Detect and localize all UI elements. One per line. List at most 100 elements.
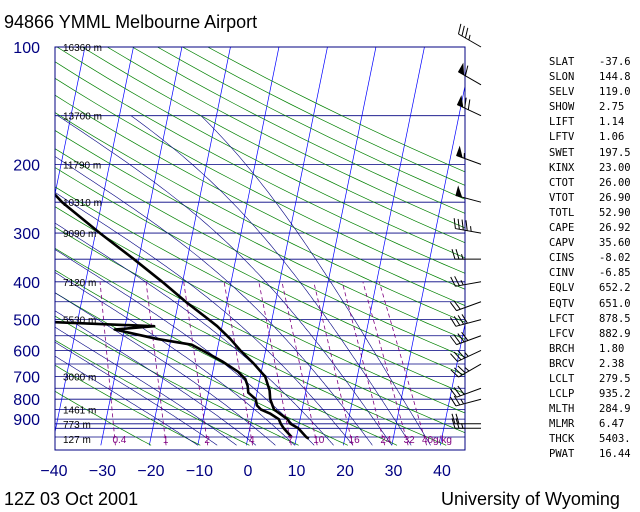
index-value: 1.06 bbox=[599, 131, 625, 144]
index-name: SLON bbox=[549, 71, 575, 84]
wind-barb bbox=[451, 249, 481, 260]
mixing-ratio-label: 16 bbox=[349, 435, 361, 446]
index-row: VTOT 26.90 bbox=[549, 191, 640, 206]
dry-adiabat bbox=[55, 339, 250, 446]
wind-barb bbox=[450, 349, 482, 362]
index-value: 2.75 bbox=[599, 101, 625, 114]
index-value: 279.5 bbox=[599, 372, 631, 385]
wind-barb bbox=[457, 62, 482, 86]
index-value: -8.02 bbox=[599, 252, 631, 265]
isotherm-line bbox=[439, 322, 465, 446]
index-row: CAPE 26.92 bbox=[549, 221, 640, 236]
pressure-tick-label: 700 bbox=[13, 370, 40, 387]
dry-adiabat bbox=[55, 226, 465, 434]
index-value: 26.00 bbox=[599, 176, 631, 189]
index-name: SLAT bbox=[549, 56, 575, 68]
mixing-ratio-line bbox=[183, 281, 209, 446]
pressure-tick-label: 300 bbox=[13, 226, 40, 243]
data-source: University of Wyoming bbox=[441, 489, 620, 509]
mixing-ratio-label: 24 bbox=[380, 435, 392, 446]
profile-layer bbox=[55, 192, 310, 440]
index-row: SHOW 2.75 bbox=[549, 100, 640, 115]
index-value: 935.2 bbox=[599, 388, 631, 401]
isotherm-line bbox=[55, 47, 86, 196]
wind-barb bbox=[453, 218, 482, 234]
index-row: SLAT -37.6 bbox=[549, 55, 640, 70]
index-name: THCK bbox=[549, 433, 575, 446]
isotherm-line bbox=[55, 47, 134, 434]
pressure-tick-label: 600 bbox=[13, 343, 40, 360]
isotherm-line bbox=[342, 47, 425, 446]
index-row: SELV 119.0 bbox=[549, 85, 640, 100]
wind-barbs bbox=[449, 23, 482, 429]
observation-time: 12Z 03 Oct 2001 bbox=[4, 489, 139, 509]
temperature-tick-label: 0 bbox=[244, 463, 253, 480]
dry-adiabat bbox=[55, 94, 465, 306]
index-name: LFTV bbox=[549, 131, 575, 144]
index-row: CINS -8.02 bbox=[549, 251, 640, 266]
pressure-tick-label: 900 bbox=[13, 412, 40, 429]
wind-barb bbox=[456, 145, 482, 165]
temperature-tick-label: −40 bbox=[40, 463, 67, 480]
index-name: CINS bbox=[549, 252, 575, 265]
dry-adiabat bbox=[55, 61, 465, 274]
mixing-ratio-label: 7 bbox=[287, 435, 293, 446]
moist-adiabat bbox=[130, 115, 412, 446]
index-row: CAPV 35.60 bbox=[549, 236, 640, 251]
wind-barb bbox=[449, 395, 482, 407]
index-name: CINV bbox=[549, 267, 575, 280]
mixing-ratio-line bbox=[378, 281, 427, 446]
temperature-tick-label: −20 bbox=[137, 463, 164, 480]
moist-adiabat bbox=[55, 341, 218, 446]
index-name: KINX bbox=[549, 161, 575, 174]
index-row: SLON 144.8 bbox=[549, 70, 640, 85]
index-value: 197.5 bbox=[599, 146, 631, 159]
index-row: MLTH 284.9 bbox=[549, 402, 640, 417]
moist-adiabat bbox=[55, 326, 237, 446]
index-name: LCLP bbox=[549, 388, 575, 401]
mixing-ratio-label: 1 bbox=[163, 435, 169, 446]
index-value: 878.5 bbox=[599, 312, 631, 325]
mixing-ratio-label: 10 bbox=[313, 435, 325, 446]
height-label: 7120 m bbox=[63, 278, 96, 289]
index-name: LFCT bbox=[549, 312, 575, 325]
pressure-tick-label: 100 bbox=[13, 40, 40, 57]
dry-adiabat bbox=[55, 77, 465, 290]
isotherm-line bbox=[391, 84, 465, 446]
dry-adiabat bbox=[55, 292, 348, 446]
moist-adiabat bbox=[55, 355, 198, 446]
index-name: EQTV bbox=[549, 297, 575, 310]
height-label: 11790 m bbox=[63, 160, 101, 171]
height-label: 127 m bbox=[63, 435, 91, 446]
moist-adiabat bbox=[55, 272, 296, 446]
height-label: 3000 m bbox=[63, 373, 96, 384]
grid-layer bbox=[55, 47, 465, 446]
height-label: 13700 m bbox=[63, 112, 102, 123]
index-name: LCLT bbox=[549, 372, 575, 385]
index-name: PWAT bbox=[549, 448, 575, 461]
index-value: 35.60 bbox=[599, 237, 631, 250]
mixing-ratio-line bbox=[341, 281, 386, 446]
index-row: EQTV 651.0 bbox=[549, 297, 640, 312]
dry-adiabat bbox=[55, 206, 465, 414]
index-row: BRCV 2.38 bbox=[549, 357, 640, 372]
isotherm-line bbox=[245, 47, 328, 446]
index-value: 882.9 bbox=[599, 327, 631, 340]
height-label: 9090 m bbox=[63, 229, 96, 240]
index-row: LIFT 1.14 bbox=[549, 115, 640, 130]
index-value: 26.92 bbox=[599, 222, 631, 235]
index-row: PWAT 16.44 bbox=[549, 447, 640, 462]
mixing-ratio-label: 4 bbox=[249, 435, 255, 446]
index-name: LFCV bbox=[549, 327, 575, 340]
moist-adiabat bbox=[55, 310, 257, 446]
temperature-profile bbox=[55, 192, 310, 440]
isotherm-line bbox=[148, 47, 231, 446]
wind-barb bbox=[451, 418, 481, 429]
index-value: 52.90 bbox=[599, 206, 631, 219]
moist-adiabat bbox=[55, 156, 373, 446]
index-row: CINV -6.85 bbox=[549, 266, 640, 281]
wind-barb bbox=[449, 300, 482, 312]
dry-adiabat bbox=[55, 315, 299, 446]
wind-barb bbox=[449, 385, 482, 398]
